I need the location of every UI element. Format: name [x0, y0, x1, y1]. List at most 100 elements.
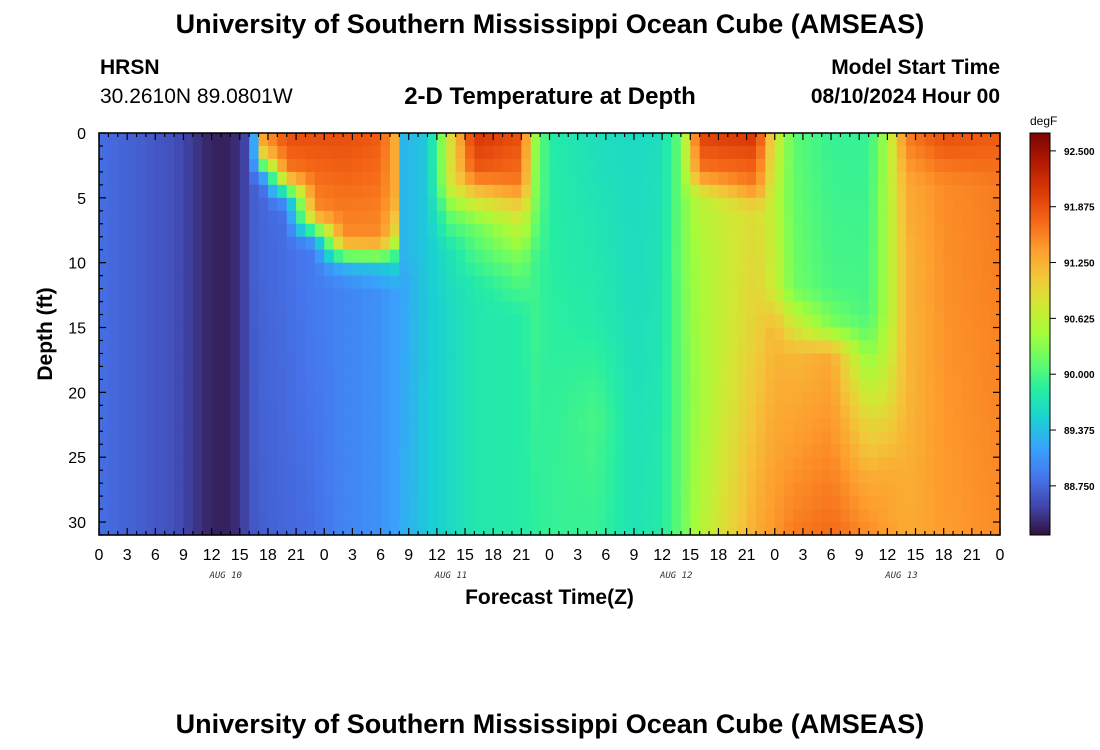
heatmap-cell — [399, 483, 410, 497]
heatmap-cell — [577, 418, 588, 432]
heatmap-cell — [117, 171, 128, 186]
heatmap-cell — [671, 184, 682, 199]
heatmap-cell — [436, 366, 447, 380]
heatmap-cell — [267, 522, 278, 536]
heatmap-cell — [427, 223, 438, 238]
heatmap-cell — [924, 327, 935, 342]
heatmap-cell — [371, 392, 382, 406]
heatmap-cell — [774, 171, 785, 186]
heatmap-cell — [793, 509, 804, 523]
heatmap-cell — [324, 327, 335, 342]
heatmap-cell — [333, 431, 344, 445]
heatmap-cell — [633, 392, 644, 406]
heatmap-cell — [136, 340, 147, 355]
heatmap-cell — [314, 444, 325, 458]
heatmap-cell — [953, 431, 964, 445]
heatmap-cell — [877, 158, 888, 173]
heatmap-cell — [183, 431, 194, 445]
heatmap-cell — [981, 483, 992, 497]
heatmap-cell — [202, 418, 213, 432]
heatmap-cell — [540, 171, 551, 186]
heatmap-cell — [981, 301, 992, 316]
heatmap-cell — [389, 431, 400, 445]
heatmap-cell — [117, 470, 128, 484]
heatmap-cell — [511, 158, 522, 173]
heatmap-cell — [915, 496, 926, 510]
heatmap-cell — [108, 210, 119, 225]
heatmap-cell — [145, 379, 156, 393]
heatmap-cell — [605, 288, 616, 303]
heatmap-cell — [164, 483, 175, 497]
heatmap-cell — [821, 223, 832, 238]
heatmap-cell — [277, 483, 288, 497]
heatmap-cell — [352, 223, 363, 238]
heatmap-cell — [549, 327, 560, 342]
heatmap-cell — [465, 249, 476, 264]
heatmap-cell — [108, 133, 119, 147]
heatmap-cell — [455, 327, 466, 342]
heatmap-cell — [249, 405, 260, 419]
heatmap-cell — [333, 133, 344, 147]
heatmap-cell — [737, 262, 748, 277]
heatmap-cell — [943, 133, 954, 147]
heatmap-cell — [361, 158, 372, 173]
heatmap-cell — [652, 483, 663, 497]
heatmap-cell — [652, 457, 663, 471]
heatmap-cell — [971, 171, 982, 186]
heatmap-cell — [164, 405, 175, 419]
heatmap-cell — [474, 405, 485, 419]
heatmap-cell — [662, 509, 673, 523]
heatmap-cell — [155, 522, 166, 536]
heatmap-cell — [793, 133, 804, 147]
heatmap-cell — [671, 353, 682, 368]
heatmap-cell — [324, 379, 335, 393]
heatmap-cell — [943, 145, 954, 160]
heatmap-cell — [915, 483, 926, 497]
heatmap-cell — [849, 392, 860, 406]
heatmap-cell — [540, 340, 551, 355]
heatmap-cell — [690, 353, 701, 368]
heatmap-cell — [136, 457, 147, 471]
heatmap-cell — [108, 171, 119, 186]
heatmap-cell — [596, 158, 607, 173]
heatmap-cell — [849, 301, 860, 316]
heatmap-cell — [718, 405, 729, 419]
heatmap-cell — [765, 405, 776, 419]
heatmap-cell — [680, 275, 691, 290]
heatmap-cell — [361, 509, 372, 523]
heatmap-cell — [465, 223, 476, 238]
heatmap-cell — [314, 133, 325, 147]
heatmap-cell — [483, 158, 494, 173]
heatmap-cell — [296, 522, 307, 536]
heatmap-cell — [267, 210, 278, 225]
heatmap-cell — [493, 133, 504, 147]
heatmap-cell — [211, 379, 222, 393]
heatmap-cell — [549, 405, 560, 419]
heatmap-cell — [680, 133, 691, 147]
heatmap-cell — [915, 262, 926, 277]
heatmap-cell — [680, 236, 691, 251]
heatmap-cell — [690, 236, 701, 251]
heatmap-cell — [155, 496, 166, 510]
heatmap-cell — [267, 275, 278, 290]
heatmap-cell — [877, 275, 888, 290]
heatmap-cell — [765, 483, 776, 497]
heatmap-cell — [305, 379, 316, 393]
heatmap-cell — [380, 405, 391, 419]
heatmap-cell — [981, 470, 992, 484]
heatmap-cell — [277, 392, 288, 406]
heatmap-cell — [633, 457, 644, 471]
heatmap-cell — [793, 145, 804, 160]
heatmap-cell — [624, 249, 635, 264]
heatmap-cell — [418, 197, 429, 212]
heatmap-cell — [408, 158, 419, 173]
heatmap-cell — [418, 405, 429, 419]
heatmap-cell — [652, 184, 663, 199]
heatmap-cell — [211, 197, 222, 212]
heatmap-cell — [840, 327, 851, 342]
heatmap-cell — [530, 145, 541, 160]
heatmap-cell — [568, 509, 579, 523]
heatmap-cell — [192, 184, 203, 199]
heatmap-cell — [812, 223, 823, 238]
